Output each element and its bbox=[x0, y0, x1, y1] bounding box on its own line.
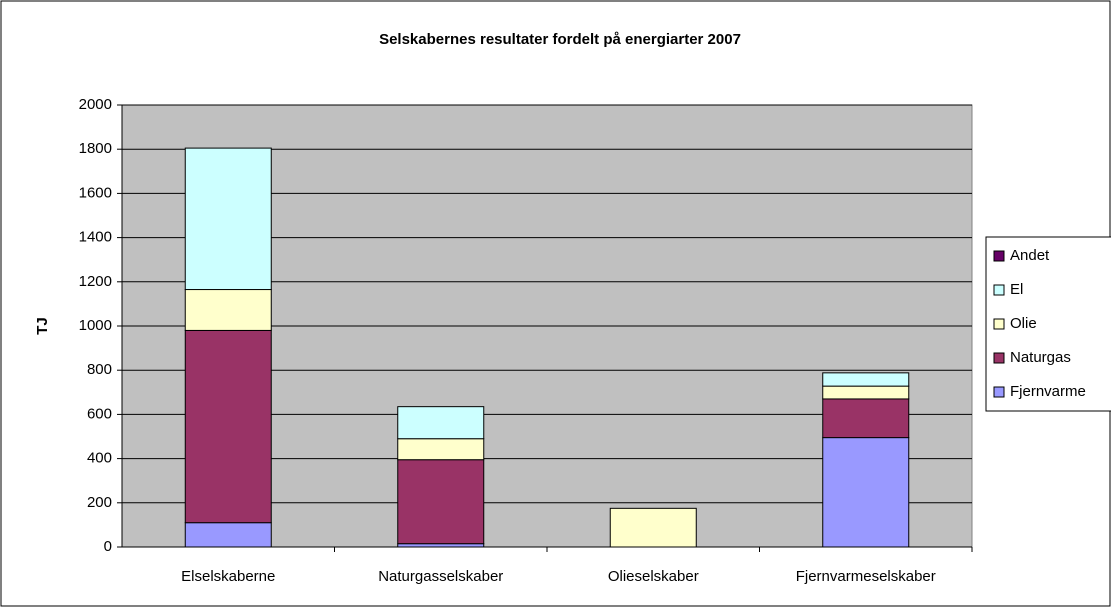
legend-swatch bbox=[993, 352, 1005, 364]
bar-segment bbox=[822, 385, 910, 400]
bar-segment bbox=[184, 522, 272, 548]
legend-swatch bbox=[993, 250, 1005, 262]
bar-segment bbox=[609, 507, 697, 548]
legend-swatch bbox=[993, 318, 1005, 330]
bar-segment bbox=[184, 147, 272, 291]
legend-label: El bbox=[1010, 281, 1023, 298]
y-tick-label: 600 bbox=[87, 405, 112, 422]
legend-label: Olie bbox=[1010, 315, 1037, 332]
y-axis-label: TJ bbox=[34, 317, 51, 335]
bar-segment bbox=[184, 289, 272, 331]
x-tick-label: Naturgasselskaber bbox=[378, 568, 503, 585]
bar-segment bbox=[822, 398, 910, 439]
y-tick-label: 0 bbox=[104, 538, 112, 555]
y-tick-label: 1400 bbox=[79, 229, 112, 246]
x-tick-label: Olieselskaber bbox=[608, 568, 699, 585]
bar-segment bbox=[822, 372, 910, 387]
y-tick-label: 2000 bbox=[79, 96, 112, 113]
y-tick-label: 1200 bbox=[79, 273, 112, 290]
bar-segment bbox=[397, 406, 485, 440]
y-tick-label: 1000 bbox=[79, 317, 112, 334]
x-tick-label: Fjernvarmeselskaber bbox=[796, 568, 936, 585]
bar-segment bbox=[397, 459, 485, 545]
y-tick-label: 1600 bbox=[79, 184, 112, 201]
bar-segment bbox=[184, 329, 272, 524]
y-tick-label: 800 bbox=[87, 361, 112, 378]
y-tick-label: 1800 bbox=[79, 140, 112, 157]
bar-segment bbox=[822, 437, 910, 548]
x-tick-label: Elselskaberne bbox=[181, 568, 275, 585]
bar-segment bbox=[397, 438, 485, 461]
legend-swatch bbox=[993, 386, 1005, 398]
legend-swatch bbox=[993, 284, 1005, 296]
chart-title: Selskabernes resultater fordelt på energ… bbox=[379, 31, 741, 48]
y-tick-label: 400 bbox=[87, 450, 112, 467]
legend-label: Andet bbox=[1010, 247, 1050, 264]
legend-label: Naturgas bbox=[1010, 349, 1071, 366]
legend-label: Fjernvarme bbox=[1010, 383, 1086, 400]
y-tick-label: 200 bbox=[87, 494, 112, 511]
legend-box bbox=[985, 236, 1111, 412]
